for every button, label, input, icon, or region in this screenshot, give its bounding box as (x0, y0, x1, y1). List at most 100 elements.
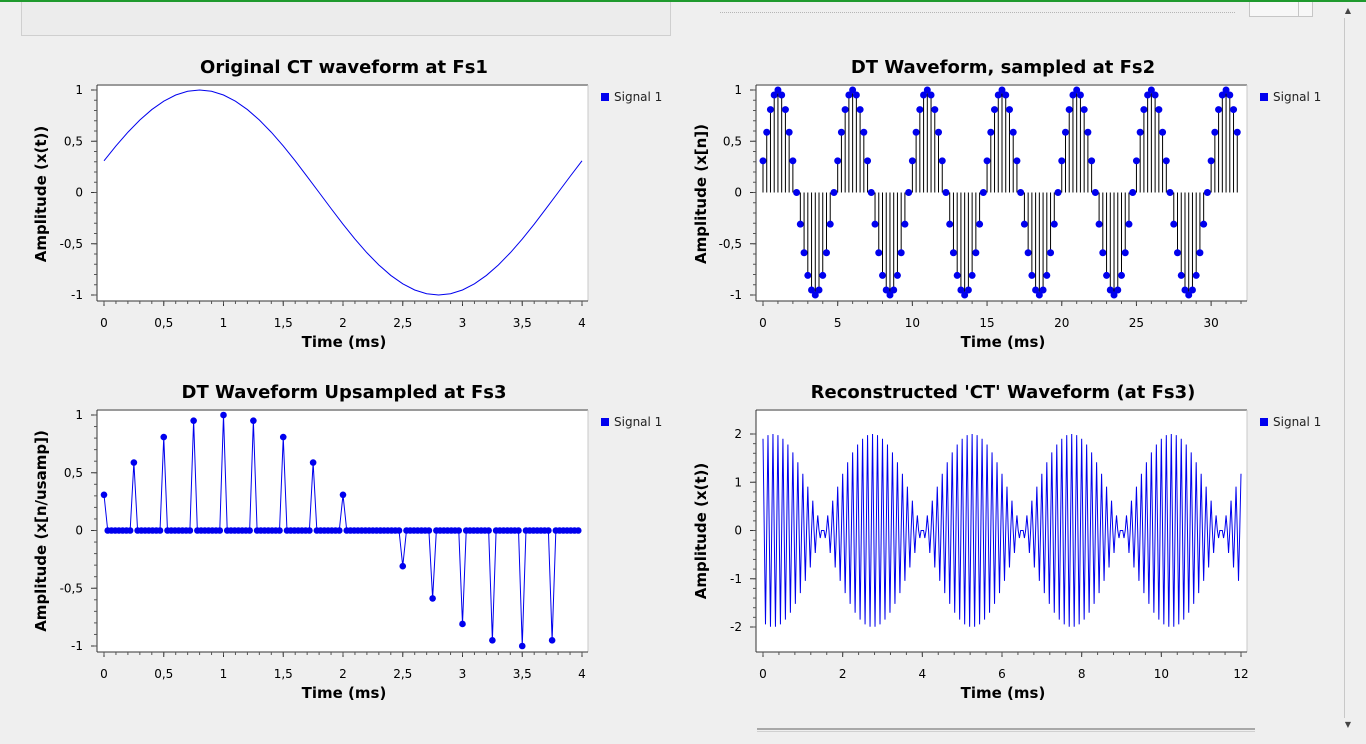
stem-marker (882, 286, 890, 294)
series-marker (489, 637, 496, 644)
stem-marker (1200, 220, 1208, 228)
stem-marker (815, 286, 823, 294)
dropdown-separator (1298, 2, 1299, 16)
stem-marker (998, 86, 1006, 94)
vertical-scrollbar[interactable]: ▲ ▼ (1341, 4, 1355, 734)
stem-marker (1028, 271, 1036, 279)
stem-marker (1136, 128, 1144, 136)
chart-panel-4: Reconstructed 'CT' Waveform (at Fs3) Time… (692, 382, 1321, 702)
stem-marker (830, 189, 838, 196)
stem-marker (942, 189, 950, 196)
series-marker (455, 527, 463, 534)
x-tick-label: 2,5 (393, 667, 412, 681)
stem-marker (1166, 189, 1174, 196)
series-marker (515, 527, 522, 534)
stem-marker (1009, 128, 1017, 136)
series-marker (548, 637, 556, 644)
y-axis-label: Amplitude (x(t)) (32, 126, 50, 263)
y-tick-label: 0 (734, 524, 742, 538)
series-marker (485, 527, 492, 534)
stem-marker (849, 86, 857, 94)
stem-marker (1095, 220, 1103, 228)
x-tick-label: 2 (839, 667, 847, 681)
stem-marker (1170, 220, 1178, 228)
stem-marker (811, 291, 819, 299)
series-marker (429, 595, 436, 602)
series-marker (339, 491, 347, 499)
stem-marker (875, 249, 883, 257)
y-tick-label: 0,5 (723, 134, 742, 148)
y-tick-label: -1 (71, 639, 83, 653)
y-tick-label: -0,5 (60, 581, 83, 595)
stem-marker (804, 271, 812, 279)
series-marker (279, 433, 287, 441)
stem-marker (927, 91, 935, 99)
x-tick-label: 10 (905, 316, 920, 330)
stem-marker (819, 271, 827, 279)
stem-marker (968, 271, 976, 279)
x-tick-label: 0 (759, 316, 767, 330)
chart-title: DT Waveform Upsampled at Fs3 (182, 382, 507, 403)
series-marker (216, 527, 224, 534)
stem-marker (953, 271, 961, 279)
legend-label: Signal 1 (1273, 90, 1321, 104)
stem-marker (908, 157, 916, 165)
stem-marker (1140, 106, 1148, 114)
x-tick-label: 6 (998, 667, 1006, 681)
legend-label: Signal 1 (1273, 415, 1321, 429)
stem-marker (935, 128, 943, 136)
stem-marker (796, 220, 804, 228)
stem-marker (864, 157, 872, 165)
series-marker (459, 620, 466, 628)
x-tick-label: 3 (459, 667, 467, 681)
y-tick-label: -1 (730, 288, 742, 302)
series-marker (395, 527, 403, 534)
series-marker (100, 491, 108, 499)
series-marker (186, 527, 194, 534)
series-marker (399, 562, 407, 570)
stem-marker (1017, 189, 1025, 196)
stem-marker (1061, 128, 1069, 136)
legend-swatch (601, 418, 609, 426)
y-tick-label: -2 (730, 620, 742, 634)
stem-marker (916, 106, 924, 114)
stem-marker (1188, 286, 1196, 294)
stem-marker (1144, 91, 1152, 99)
x-tick-label: 1,5 (274, 316, 293, 330)
stem-marker (976, 220, 984, 228)
stem-marker (1091, 189, 1099, 196)
stem-marker (1076, 91, 1084, 99)
stem-marker (1069, 91, 1077, 99)
stem-marker (994, 91, 1002, 99)
stem-marker (789, 157, 797, 165)
stem-marker (1147, 86, 1155, 94)
stem-marker (1058, 157, 1066, 165)
plot-area (97, 85, 588, 301)
scroll-down-icon[interactable]: ▼ (1344, 720, 1352, 729)
x-axis-label: Time (ms) (302, 684, 387, 702)
stem-marker (781, 106, 789, 114)
x-tick-label: 25 (1129, 316, 1144, 330)
y-tick-label: -1 (730, 572, 742, 586)
chart-title: Original CT waveform at Fs1 (200, 57, 488, 78)
stem-marker (890, 286, 898, 294)
stem-marker (1230, 106, 1238, 114)
stem-marker (1215, 106, 1223, 114)
series-marker (306, 527, 313, 534)
top-dropdown[interactable] (1249, 2, 1313, 17)
stem-marker (800, 249, 808, 257)
stem-marker (1132, 157, 1140, 165)
scroll-up-icon[interactable]: ▲ (1344, 6, 1352, 15)
stem-marker (1159, 128, 1167, 136)
series-marker (309, 459, 317, 466)
stem-marker (1162, 157, 1170, 165)
stem-marker (1032, 286, 1040, 294)
stem-marker (1073, 86, 1081, 94)
y-tick-label: 0,5 (64, 466, 83, 480)
stem-marker (759, 157, 767, 165)
horizontal-scrollbar[interactable] (757, 728, 1255, 732)
stem-marker (964, 286, 972, 294)
scroll-track[interactable] (1344, 18, 1345, 718)
stem-marker (1088, 157, 1096, 165)
